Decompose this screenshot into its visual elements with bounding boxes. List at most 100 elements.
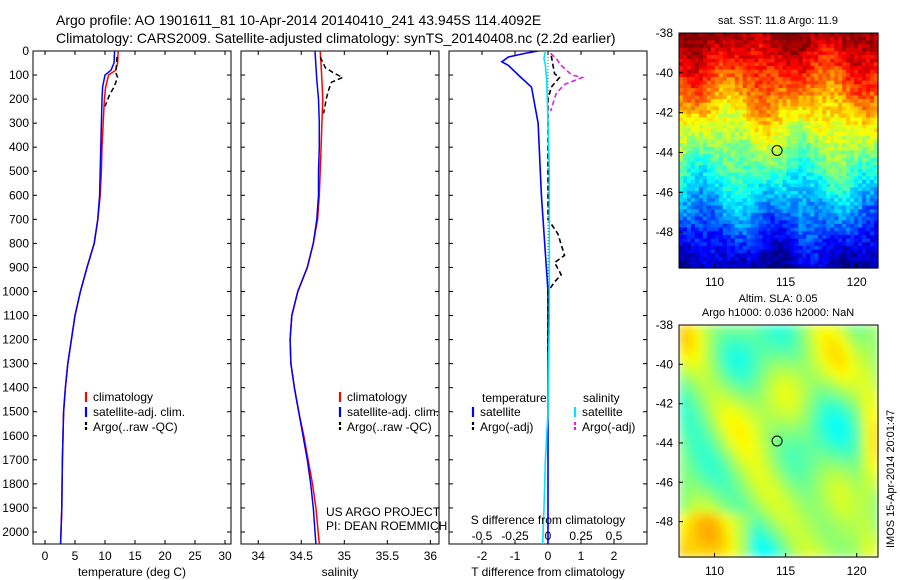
sla_map-ytick-label: -40 <box>656 357 674 371</box>
salinity-legend-label: satellite-adj. clim. <box>347 405 439 419</box>
difference-xtick-label: -2 <box>477 549 488 563</box>
sst_map: -38 -40 -42 -44 -46 -48 110 115 120 sat. SST: 11.… <box>656 15 879 289</box>
salinity-panel: 34 34.5 35 35.5 36 salinity <box>240 50 440 579</box>
sst-map-title: sat. SST: 11.8 Argo: 11.9 <box>718 15 838 27</box>
depth-tick-label: 300 <box>9 116 29 130</box>
salinity-series-group <box>289 51 345 544</box>
temperature-legend-label: satellite-adj. clim. <box>93 405 185 419</box>
difference-legend: temperaturesatelliteArgo(-adj)salinitysa… <box>471 391 636 543</box>
salinity-xtick-label: 34.5 <box>290 549 314 563</box>
difference-legend-label: Argo(-adj) <box>582 420 635 434</box>
depth-tick-label: 400 <box>9 140 29 154</box>
temperature-series-satellite <box>59 51 116 544</box>
depth-tick-label: 1600 <box>2 429 29 443</box>
depth-tick-label: 1800 <box>2 477 29 491</box>
sla_map-ytick-label: -46 <box>656 475 674 489</box>
temperature-legend-label: climatology <box>93 390 153 404</box>
sst_map-ytick-label: -44 <box>656 145 674 159</box>
sst_map-frame <box>678 32 879 269</box>
sst_map-ytick-label: -38 <box>656 26 674 40</box>
depth-tick-label: 1200 <box>2 333 29 347</box>
project-annotation-line: US ARGO PROJECT <box>326 505 441 519</box>
difference-xlabel: T difference from climatology <box>471 565 625 579</box>
salinity-xtick-label: 35.5 <box>376 549 400 563</box>
depth-tick-label: 1100 <box>3 309 29 323</box>
temperature-panel: 0 5 10 15 20 25 300100200300400500600700800900… <box>2 44 232 579</box>
sst_map-ytick-label: -48 <box>656 225 674 239</box>
sla_map-xtick-label: 110 <box>705 564 724 578</box>
difference-legend-title: temperature <box>482 391 547 405</box>
salinity-xlabel: salinity <box>322 565 359 579</box>
depth-tick-label: 100 <box>9 68 29 82</box>
difference-x2tick-label: -0.5 <box>472 529 493 543</box>
difference-xtick-label: 0 <box>545 549 552 563</box>
difference-series-satellite <box>500 51 549 544</box>
difference-xtick-label: 2 <box>611 549 618 563</box>
temperature-xtick-label: 15 <box>128 549 142 563</box>
sst_map-field <box>679 33 879 269</box>
depth-tick-label: 500 <box>9 164 29 178</box>
difference-series-sal_satellite <box>541 51 551 544</box>
depth-tick-label: 1000 <box>2 284 29 298</box>
difference-xlabel2: S difference from climatology <box>471 513 626 527</box>
sst_map-xtick-label: 110 <box>705 275 724 289</box>
depth-tick-label: 800 <box>9 236 29 250</box>
sst_map-argo-position-marker <box>771 145 783 156</box>
temperature-xtick-label: 10 <box>98 549 112 563</box>
sst_map-ytick-label: -46 <box>656 185 674 199</box>
sst_map-xtick-label: 115 <box>776 275 795 289</box>
depth-tick-label: 200 <box>9 92 29 106</box>
depth-tick-label: 1900 <box>2 501 29 515</box>
temperature-legend-label: Argo(..raw -QC) <box>93 420 178 434</box>
difference-series-argo <box>547 55 566 352</box>
difference-series-group <box>500 51 585 544</box>
sla-map-title: Argo h1000: 0.036 h2000: NaN <box>702 307 854 319</box>
depth-tick-label: 600 <box>9 188 29 202</box>
sst_map-ytick-label: -42 <box>656 106 674 120</box>
salinity-series-satellite <box>289 51 321 544</box>
figure-title-line2: Climatology: CARS2009. Satellite-adjuste… <box>56 30 616 46</box>
difference-legend-title: salinity <box>583 391 620 405</box>
depth-tick-label: 900 <box>9 260 29 274</box>
difference-xtick-label: 1 <box>578 549 585 563</box>
temperature-axes-box <box>32 50 232 545</box>
difference-panel: -2 -1 0 1 2 T difference from climatology <box>448 50 648 579</box>
sla_map-ytick-label: -38 <box>656 318 674 332</box>
depth-tick-label: 0 <box>22 44 29 58</box>
figure-title-line1: Argo profile: AO 1901611_81 10-Apr-2014 … <box>56 12 542 28</box>
temperature-series-argo <box>104 56 119 107</box>
sla_map: -38 -40 -42 -44 -46 -48 110 115 120 Altim. SLA: 0… <box>656 293 897 578</box>
depth-tick-label: 700 <box>9 212 29 226</box>
sla_map-xtick-label: 115 <box>776 564 795 578</box>
salinity-xtick-label: 36 <box>424 549 438 563</box>
temperature-xtick-label: 30 <box>218 549 232 563</box>
sla_map-ytick-label: -48 <box>656 515 674 529</box>
temperature-xtick-label: 0 <box>42 549 49 563</box>
difference-series-sal_argo <box>549 52 585 112</box>
depth-tick-label: 1700 <box>2 453 29 467</box>
difference-x2tick-label: -0.25 <box>501 529 529 543</box>
sla_map-ytick-label: -42 <box>656 397 674 411</box>
sla_map-xtick-label: 120 <box>847 564 867 578</box>
salinity-legend-label: climatology <box>347 390 407 404</box>
sla_map-frame <box>678 324 879 558</box>
difference-x2tick-label: 0 <box>545 529 552 543</box>
difference-legend-label: Argo(-adj) <box>480 420 533 434</box>
depth-tick-label: 1300 <box>2 357 29 371</box>
project-annotation-line: PI: DEAN ROEMMICH <box>326 519 447 533</box>
sla_map-ytick-label: -44 <box>656 436 674 450</box>
difference-xtick-label: -1 <box>510 549 521 563</box>
difference-x2tick-label: 0.25 <box>569 529 593 543</box>
salinity-xtick-label: 35 <box>338 549 352 563</box>
sla-map-title: Altim. SLA: 0.05 <box>739 293 818 305</box>
difference-legend-label: satellite <box>480 405 521 419</box>
salinity-xtick-label: 34 <box>252 549 266 563</box>
salinity-legend-label: Argo(..raw -QC) <box>347 420 432 434</box>
sst_map-ytick-label: -40 <box>656 66 674 80</box>
difference-x2tick-label: 0.5 <box>606 529 623 543</box>
sla_map-field <box>679 325 879 558</box>
temperature-xlabel: temperature (deg C) <box>78 565 186 579</box>
